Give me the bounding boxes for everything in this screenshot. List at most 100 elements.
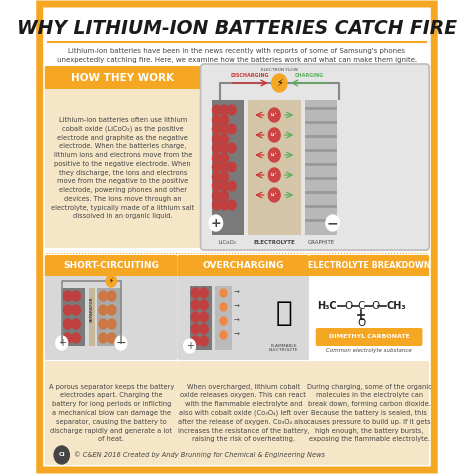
Circle shape [54,446,69,464]
Circle shape [228,105,236,115]
FancyBboxPatch shape [45,255,178,277]
Text: ⚡: ⚡ [109,278,114,284]
Circle shape [212,134,221,144]
Circle shape [220,303,227,311]
Circle shape [220,172,228,182]
Text: © C&EN 2016 Created by Andy Brunning for Chemical & Engineering News: © C&EN 2016 Created by Andy Brunning for… [73,452,325,458]
Circle shape [64,291,72,301]
Text: −: − [327,216,338,230]
Circle shape [200,288,208,298]
Text: Li⁺: Li⁺ [271,173,277,177]
Text: Lithium-ion batteries often use lithium
cobalt oxide (LiCoO₂) as the positive
el: Lithium-ion batteries often use lithium … [51,117,194,219]
Text: CHARGING: CHARGING [295,73,324,78]
Circle shape [268,148,280,162]
Circle shape [191,312,200,322]
Circle shape [209,215,223,231]
Circle shape [326,215,339,231]
Circle shape [212,172,221,182]
FancyBboxPatch shape [45,361,178,465]
Bar [248,100,301,235]
Circle shape [268,188,280,202]
Text: ELECTROLYTE BREAKDOWN: ELECTROLYTE BREAKDOWN [308,262,430,271]
Text: H₃C: H₃C [317,301,337,311]
FancyBboxPatch shape [309,255,429,277]
Text: During charging, some of the organic
molecules in the electrolyte can
break down: During charging, some of the organic mol… [307,384,431,442]
FancyBboxPatch shape [316,328,422,346]
Circle shape [191,300,200,310]
Circle shape [191,336,200,346]
Text: OVERCHARGING: OVERCHARGING [203,262,284,271]
Circle shape [212,191,221,201]
Text: Li⁺: Li⁺ [271,153,277,157]
Text: O: O [371,301,379,311]
Circle shape [268,128,280,142]
Text: C: C [358,301,365,311]
Circle shape [268,168,280,182]
Text: When overcharged, lithium cobalt
oxide releases oxygen. This can react
with the : When overcharged, lithium cobalt oxide r… [178,383,309,443]
FancyBboxPatch shape [309,276,429,360]
Text: SHORT-CIRCUITING: SHORT-CIRCUITING [64,262,159,271]
Bar [62,288,85,346]
Circle shape [212,124,221,134]
Circle shape [220,162,228,172]
Bar [190,286,211,350]
Circle shape [228,124,236,134]
Bar [211,100,244,235]
FancyBboxPatch shape [178,276,309,360]
Circle shape [200,336,208,346]
Text: Li⁺: Li⁺ [271,133,277,137]
Text: ELECTRON FLOW: ELECTRON FLOW [261,68,298,72]
Text: Common electrolyte substance: Common electrolyte substance [326,348,412,353]
Circle shape [272,74,287,92]
FancyBboxPatch shape [40,4,434,470]
Circle shape [220,200,228,210]
Text: GRAPHITE: GRAPHITE [307,240,334,245]
FancyBboxPatch shape [201,64,429,250]
Text: Lithium-ion batteries have been in the news recently with reports of some of Sam: Lithium-ion batteries have been in the n… [57,47,417,63]
Circle shape [212,115,221,125]
Text: Li⁺: Li⁺ [271,113,277,117]
Text: Li⁺: Li⁺ [271,193,277,197]
Circle shape [228,181,236,191]
Circle shape [72,291,81,301]
Circle shape [220,124,228,134]
Circle shape [212,143,221,153]
Circle shape [72,319,81,329]
FancyBboxPatch shape [309,361,429,465]
Circle shape [268,108,280,122]
Circle shape [212,105,221,115]
Circle shape [228,143,236,153]
FancyBboxPatch shape [45,276,178,360]
Bar [215,286,232,350]
Bar [97,288,121,346]
Circle shape [191,288,200,298]
Text: HOW THEY WORK: HOW THEY WORK [71,73,174,83]
Circle shape [99,291,108,301]
Text: A porous separator keeps the battery
electrodes apart. Charging the
battery for : A porous separator keeps the battery ele… [49,384,174,442]
Circle shape [220,191,228,201]
Circle shape [56,336,68,350]
Circle shape [220,317,227,325]
Bar [89,288,95,346]
Circle shape [99,333,108,343]
Circle shape [108,333,116,343]
Text: +: + [58,338,66,348]
Circle shape [72,305,81,315]
Circle shape [212,181,221,191]
FancyBboxPatch shape [45,66,201,90]
Text: →: → [234,290,239,296]
Text: Ci: Ci [58,453,65,457]
Text: ELECTROLYTE: ELECTROLYTE [254,240,295,245]
FancyBboxPatch shape [45,89,201,248]
Text: 🔥: 🔥 [275,299,292,327]
Text: −: − [116,337,126,349]
Circle shape [220,153,228,163]
Circle shape [115,336,127,350]
Text: DISCHARGING: DISCHARGING [230,73,269,78]
Circle shape [200,300,208,310]
Circle shape [99,305,108,315]
Circle shape [220,105,228,115]
Circle shape [220,181,228,191]
Circle shape [99,319,108,329]
Text: ⚡: ⚡ [276,78,283,88]
